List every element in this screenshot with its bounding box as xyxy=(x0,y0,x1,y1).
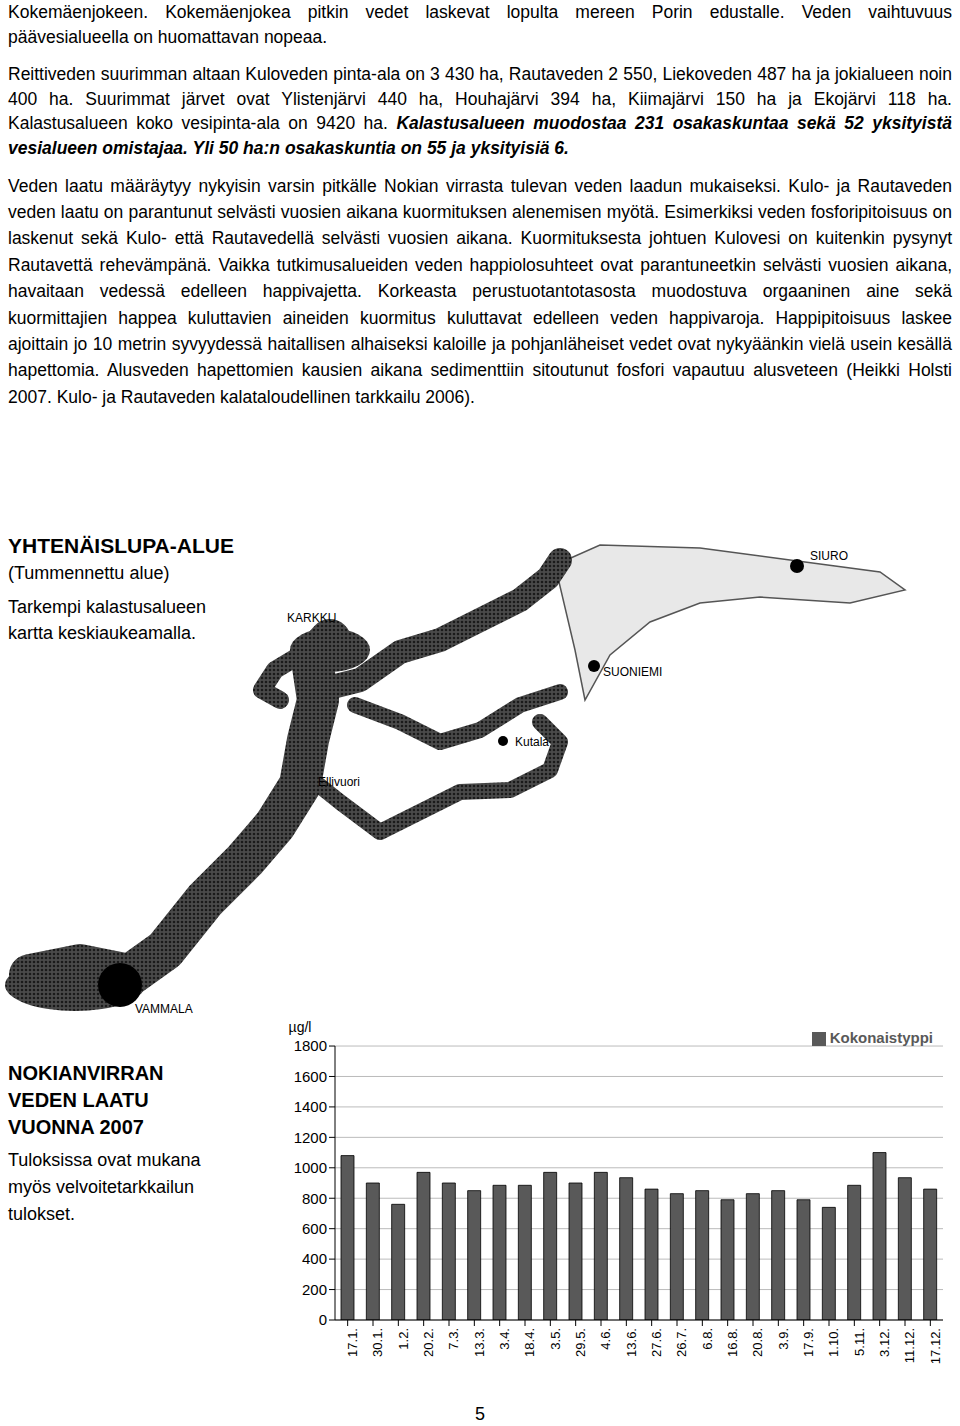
svg-text:11.12.: 11.12. xyxy=(902,1328,917,1363)
svg-text:17.1.: 17.1. xyxy=(345,1328,360,1357)
svg-text:13.6.: 13.6. xyxy=(624,1328,639,1357)
html-text:Tarkempi kalastusalueen kartta: Tarkempi kalastusalueen kartta keskiauke… xyxy=(8,597,207,643)
svg-text:µg/l: µg/l xyxy=(289,1019,312,1035)
svg-text:20.2.: 20.2. xyxy=(421,1328,436,1357)
svg-text:13.3.: 13.3. xyxy=(472,1328,487,1357)
html-text:YHTENÄISLUPA-ALUE: YHTENÄISLUPA-ALUE xyxy=(8,534,234,557)
html-text:5: 5 xyxy=(475,1404,485,1424)
svg-text:3.5.: 3.5. xyxy=(548,1328,563,1350)
svg-text:SIURO: SIURO xyxy=(810,549,848,563)
svg-text:20.8.: 20.8. xyxy=(750,1328,765,1357)
svg-text:1400: 1400 xyxy=(294,1098,327,1115)
svg-text:200: 200 xyxy=(302,1281,327,1298)
svg-text:0: 0 xyxy=(319,1311,327,1328)
html-text:Veden laatu määräytyy nykyisin: Veden laatu määräytyy nykyisin varsin pi… xyxy=(8,175,952,407)
svg-text:1.2.: 1.2. xyxy=(396,1328,411,1350)
svg-text:SUONIEMI: SUONIEMI xyxy=(603,665,662,679)
svg-text:16.8.: 16.8. xyxy=(725,1328,740,1357)
html-text:Kokonaistyppi: Kokonaistyppi xyxy=(829,1029,933,1046)
svg-text:3.12.: 3.12. xyxy=(877,1328,892,1357)
svg-text:400: 400 xyxy=(302,1250,327,1267)
svg-text:1.10.: 1.10. xyxy=(826,1328,841,1357)
svg-text:3.9.: 3.9. xyxy=(776,1328,791,1350)
svg-text:26.7.: 26.7. xyxy=(674,1328,689,1357)
svg-text:3.4.: 3.4. xyxy=(497,1328,512,1350)
svg-text:1600: 1600 xyxy=(294,1068,327,1085)
svg-text:7.3.: 7.3. xyxy=(446,1328,461,1350)
html-text:NOKIANVIRRAN VEDEN LAATU VUONN: NOKIANVIRRAN VEDEN LAATU VUONNA 2007 xyxy=(8,1062,164,1138)
svg-text:18.4.: 18.4. xyxy=(522,1328,537,1357)
svg-text:KARKKU: KARKKU xyxy=(287,611,336,625)
svg-text:27.6.: 27.6. xyxy=(649,1328,664,1357)
html-text:Kokemäenjokeen. Kokemäenjokea: Kokemäenjokeen. Kokemäenjokea pitkin ved… xyxy=(8,2,952,47)
html-text:Tuloksissa ovat mukana myös ve: Tuloksissa ovat mukana myös velvoitetark… xyxy=(8,1150,201,1224)
svg-text:29.5.: 29.5. xyxy=(573,1328,588,1357)
svg-text:600: 600 xyxy=(302,1220,327,1237)
svg-text:6.8.: 6.8. xyxy=(700,1328,715,1350)
svg-text:VAMMALA: VAMMALA xyxy=(135,1002,193,1016)
svg-text:Ellivuori: Ellivuori xyxy=(318,775,360,789)
svg-text:1200: 1200 xyxy=(294,1129,327,1146)
html-text:Reittiveden suurimman altaan K: Reittiveden suurimman altaan Kuloveden p… xyxy=(8,64,952,134)
svg-text:Kutala: Kutala xyxy=(515,735,549,749)
svg-text:5.11.: 5.11. xyxy=(852,1328,867,1356)
svg-text:17.12.: 17.12. xyxy=(928,1328,943,1364)
svg-text:4.6.: 4.6. xyxy=(598,1328,613,1350)
svg-text:800: 800 xyxy=(302,1190,327,1207)
svg-text:1800: 1800 xyxy=(294,1037,327,1054)
svg-text:17.9.: 17.9. xyxy=(801,1328,816,1357)
svg-text:30.1.: 30.1. xyxy=(370,1328,385,1357)
svg-text:1000: 1000 xyxy=(294,1159,327,1176)
html-text:(Tummennettu alue): (Tummennettu alue) xyxy=(8,563,170,583)
html-text:Kalastusalueen muodostaa 231 o: Kalastusalueen muodostaa 231 osakaskunta… xyxy=(8,113,952,158)
